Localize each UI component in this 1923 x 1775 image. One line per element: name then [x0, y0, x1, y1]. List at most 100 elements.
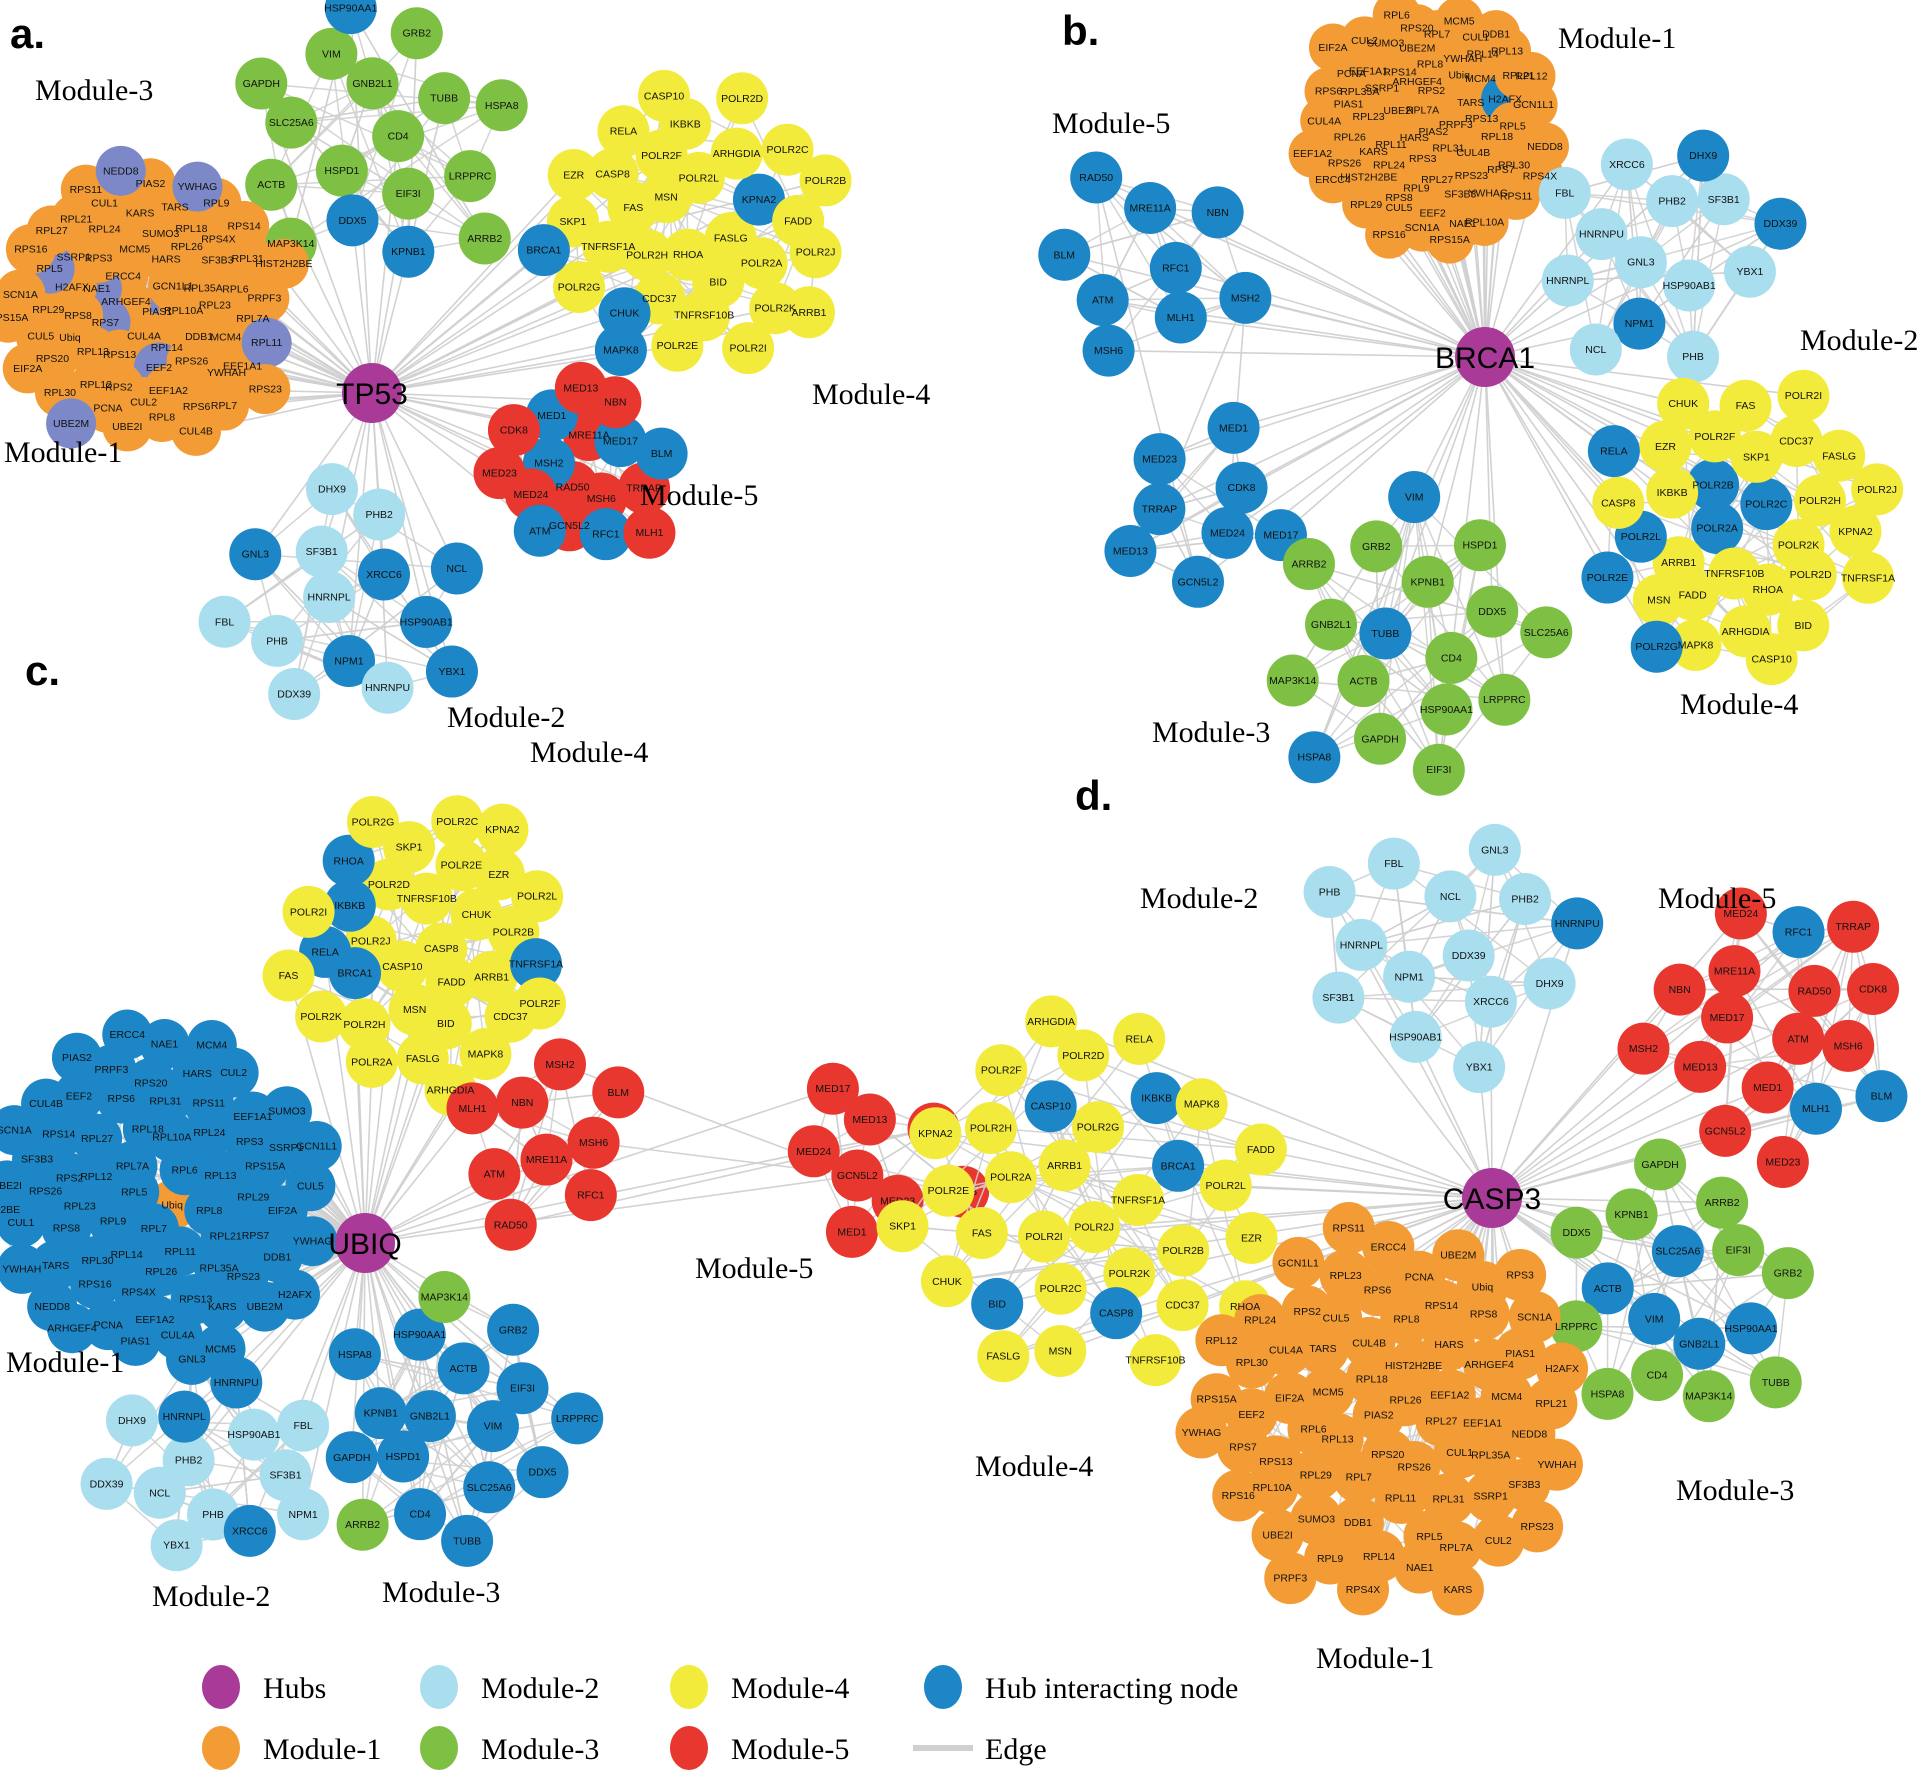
node-HSP90AB1[interactable]	[1663, 259, 1716, 312]
node-ACTB[interactable]	[1337, 655, 1390, 708]
node-HNRNPL[interactable]	[1335, 918, 1388, 971]
node-EIF3I[interactable]	[496, 1362, 549, 1415]
node-ATM[interactable]	[1076, 274, 1129, 327]
node-SF3B1[interactable]	[1312, 971, 1365, 1024]
node-GNB2L1[interactable]	[1673, 1317, 1726, 1370]
node-POLR2H[interactable]	[1794, 474, 1847, 527]
node-FADD[interactable]	[1234, 1123, 1287, 1176]
node-GAPDH[interactable]	[1634, 1138, 1687, 1191]
node-POLR2I[interactable]	[1018, 1210, 1071, 1263]
node-HNRNPL[interactable]	[1541, 254, 1594, 307]
node-TNFRSF10B[interactable]	[1129, 1334, 1182, 1387]
node-FAS[interactable]	[955, 1206, 1008, 1259]
node-MAPK8[interactable]	[1669, 618, 1722, 671]
node-RAD50[interactable]	[484, 1198, 537, 1251]
node-POLR2F[interactable]	[513, 977, 566, 1030]
node-ACTB[interactable]	[245, 158, 298, 211]
node-RPS2[interactable]	[1281, 1285, 1334, 1338]
node-EIF3I[interactable]	[1412, 743, 1465, 796]
node-RPS16[interactable]	[70, 1258, 121, 1309]
node-ARRB2[interactable]	[1282, 537, 1335, 590]
node-SLC25A6[interactable]	[1651, 1225, 1704, 1278]
node-HNRNPU[interactable]	[361, 661, 414, 714]
node-HSP90AB1[interactable]	[227, 1408, 280, 1461]
node-MRE11A[interactable]	[520, 1133, 573, 1186]
node-POLR2D[interactable]	[1784, 548, 1837, 601]
node-NCL[interactable]	[133, 1466, 186, 1519]
node-DDX5[interactable]	[516, 1446, 569, 1499]
node-POLR2I[interactable]	[722, 322, 775, 375]
node-MRE11A[interactable]	[1124, 181, 1177, 234]
node-DHX9[interactable]	[1523, 957, 1576, 1010]
node-ACTB[interactable]	[1581, 1262, 1634, 1315]
node-MED23[interactable]	[1133, 433, 1186, 486]
node-MED13[interactable]	[843, 1093, 896, 1146]
node-KPNB1[interactable]	[1401, 555, 1454, 608]
node-RFC1[interactable]	[564, 1169, 617, 1222]
node-MED13[interactable]	[554, 361, 607, 414]
node-PHB2[interactable]	[1499, 872, 1552, 925]
node-ERCC4[interactable]	[102, 1009, 153, 1060]
node-HNRNPL[interactable]	[158, 1390, 211, 1443]
node-HSP90AA1[interactable]	[393, 1308, 446, 1361]
node-LRPPRC[interactable]	[1478, 673, 1531, 726]
node-EIF3I[interactable]	[1712, 1224, 1765, 1277]
node-VIM[interactable]	[466, 1400, 519, 1453]
node-CDC37[interactable]	[1770, 414, 1823, 467]
node-DDX5[interactable]	[1550, 1206, 1603, 1259]
node-GCN5L2[interactable]	[831, 1149, 884, 1202]
node-FBL[interactable]	[1367, 837, 1420, 890]
node-POLR2B[interactable]	[1157, 1224, 1210, 1277]
node-DDB1[interactable]	[1472, 10, 1521, 59]
node-POLR2E[interactable]	[922, 1164, 975, 1217]
node-TNFRSF1A[interactable]	[1111, 1173, 1164, 1226]
node-HSP90AA1[interactable]	[1725, 1302, 1778, 1355]
node-CD4[interactable]	[1425, 631, 1478, 684]
node-HSP90AB1[interactable]	[400, 595, 453, 648]
node-PHB2[interactable]	[353, 488, 406, 541]
node-ATM[interactable]	[468, 1148, 521, 1201]
node-SKP1[interactable]	[1730, 430, 1783, 483]
node-MSH2[interactable]	[533, 1038, 586, 1091]
node-EZR[interactable]	[1225, 1211, 1278, 1264]
node-POLR2G[interactable]	[346, 796, 399, 849]
node-NAE1[interactable]	[1393, 1541, 1446, 1594]
node-ARRB2[interactable]	[458, 212, 511, 265]
node-UBE2I[interactable]	[102, 401, 153, 452]
node-HNRNPL[interactable]	[303, 571, 356, 624]
node-PRPF3[interactable]	[1264, 1552, 1317, 1605]
node-H2AFX[interactable]	[1536, 1342, 1589, 1395]
node-POLR2C[interactable]	[1034, 1262, 1087, 1315]
node-TUBB[interactable]	[1359, 607, 1412, 660]
node-IKBKB[interactable]	[1646, 466, 1699, 519]
node-SCN1A[interactable]	[1508, 1291, 1561, 1344]
node-NCL[interactable]	[1569, 323, 1622, 376]
node-MAP3K14[interactable]	[1682, 1370, 1735, 1423]
node-RAD50[interactable]	[1070, 151, 1123, 204]
node-HNRNPU[interactable]	[1575, 208, 1628, 261]
node-MED24[interactable]	[1201, 506, 1254, 559]
node-MED24[interactable]	[1714, 887, 1767, 940]
node-CASP8[interactable]	[1592, 476, 1645, 529]
node-RPS4X[interactable]	[1337, 1563, 1390, 1616]
node-SKP1[interactable]	[383, 821, 436, 874]
node-POLR2L[interactable]	[672, 151, 725, 204]
node-MSH6[interactable]	[1822, 1019, 1875, 1072]
node-CASP10[interactable]	[1024, 1080, 1077, 1133]
node-HSPA8[interactable]	[328, 1328, 381, 1381]
node-BLM[interactable]	[592, 1066, 645, 1119]
node-RPS23[interactable]	[240, 364, 291, 415]
node-RHOA[interactable]	[322, 834, 375, 887]
node-MSH2[interactable]	[1617, 1022, 1670, 1075]
node-ARRB2[interactable]	[1696, 1176, 1749, 1229]
node-TUBB[interactable]	[441, 1514, 494, 1567]
node-GNL3[interactable]	[166, 1332, 219, 1385]
node-KPNA2[interactable]	[1829, 505, 1882, 558]
node-POLR2A[interactable]	[1691, 501, 1744, 554]
node-DDX5[interactable]	[1466, 585, 1519, 638]
node-IKBKB[interactable]	[323, 879, 376, 932]
node-GCN1L1[interactable]	[291, 1121, 342, 1172]
node-HSP90AA1[interactable]	[324, 0, 377, 35]
node-DDX39[interactable]	[1442, 929, 1495, 982]
node-FAS[interactable]	[262, 949, 315, 1002]
